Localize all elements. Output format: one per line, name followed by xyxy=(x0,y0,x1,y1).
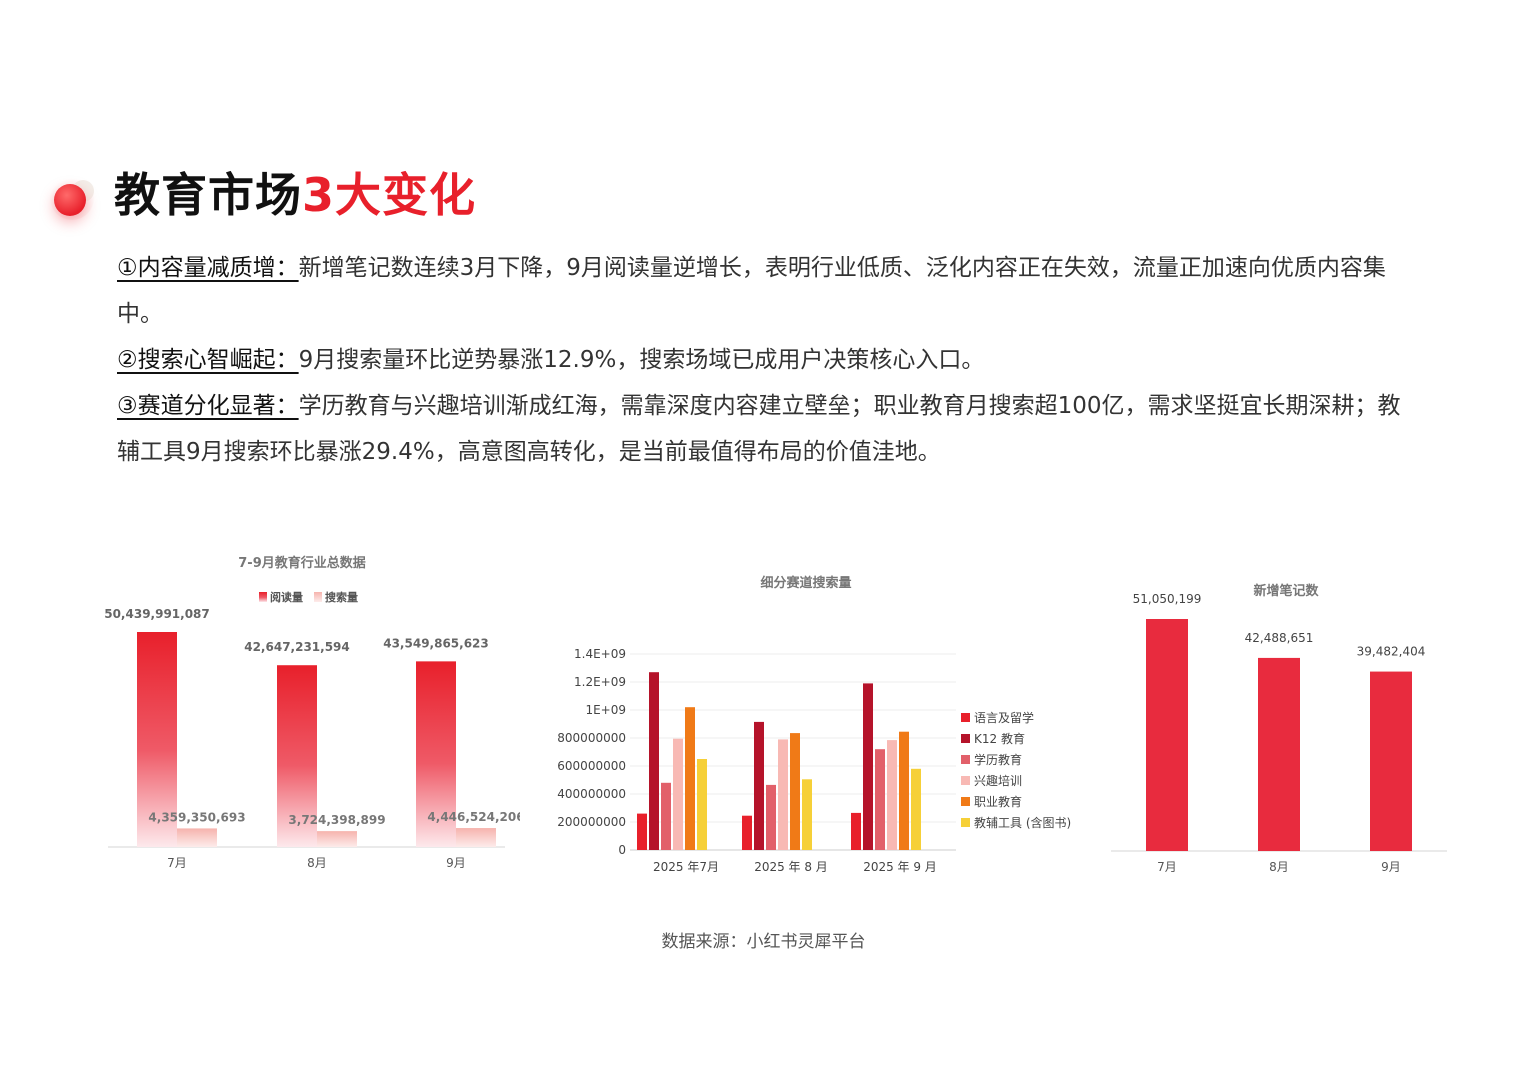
x-tick-label: 2025 年 8 月 xyxy=(754,860,828,874)
point-1: ①内容量减质增：新增笔记数连续3月下降，9月阅读量逆增长，表明行业低质、泛化内容… xyxy=(117,245,1417,337)
x-tick-label: 9月 xyxy=(1381,860,1401,874)
page-title-highlight: 3大变化 xyxy=(302,168,477,222)
bar-segment xyxy=(863,683,873,850)
bar-segment xyxy=(887,740,897,850)
bar-segment xyxy=(685,707,695,850)
data-label-search: 3,724,398,899 xyxy=(288,813,385,827)
data-label: 51,050,199 xyxy=(1133,592,1202,606)
point-1-text: 新增笔记数连续3月下降，9月阅读量逆增长，表明行业低质、泛化内容正在失效，流量正… xyxy=(117,255,1386,327)
summary-points: ①内容量减质增：新增笔记数连续3月下降，9月阅读量逆增长，表明行业低质、泛化内容… xyxy=(117,245,1417,475)
chart-segment-search: 细分赛道搜索量 0 200000000 400000000 600000000 80000… xyxy=(548,562,1093,887)
legend-swatch xyxy=(961,776,970,785)
chart-new-notes: 新增笔记数 51,050,199 7月 42,488,651 8月 39,482,404 9… xyxy=(1105,575,1455,885)
chart-total-data: 7-9月教育行业总数据阅读量 搜索量 50,439,991,087 4,359,350… xyxy=(100,545,524,885)
page-title-main: 教育市场 xyxy=(114,168,302,222)
point-3-text: 学历教育与兴趣培训渐成红海，需靠深度内容建立壁垒；职业教育月搜索超100亿，需求… xyxy=(117,393,1401,465)
legend-swatch xyxy=(961,734,970,743)
bar-search xyxy=(456,828,496,847)
x-tick-label: 2025 年 9 月 xyxy=(863,860,937,874)
data-label-search: 4,446,524,206 xyxy=(427,810,520,824)
data-label-read: 43,549,865,623 xyxy=(383,636,489,650)
bar-segment xyxy=(790,733,800,850)
x-tick-label: 2025 年7月 xyxy=(653,860,719,874)
bar-notes xyxy=(1370,671,1412,851)
bar-segment xyxy=(766,784,776,850)
legend-swatch xyxy=(961,713,970,722)
chart-segment-search-svg: 细分赛道搜索量 0 200000000 400000000 600000000 80000… xyxy=(557,575,1071,874)
legend-label: 职业教育 xyxy=(974,794,1022,809)
bar-segment xyxy=(637,813,647,850)
legend-swatch xyxy=(961,818,970,827)
y-tick-label: 1.4E+09 xyxy=(574,647,626,661)
bar-segment xyxy=(742,815,752,850)
y-tick-label: 600000000 xyxy=(557,759,626,773)
chart-new-notes-svg: 新增笔记数 51,050,199 7月 42,488,651 8月 39,482,404 9… xyxy=(1111,583,1447,874)
y-tick-label: 1E+09 xyxy=(585,703,626,717)
x-tick-label: 7月 xyxy=(1157,860,1177,874)
bar-segment xyxy=(899,731,909,850)
bar-segment xyxy=(649,672,659,850)
bar-search xyxy=(317,831,357,847)
data-label-read: 42,647,231,594 xyxy=(244,640,350,654)
bar-read xyxy=(416,661,456,847)
bar-search xyxy=(177,828,217,847)
legend-label: 兴趣培训 xyxy=(974,773,1022,788)
bar-segment xyxy=(875,749,885,850)
x-tick-label: 7月 xyxy=(167,856,187,870)
legend-label-read: 阅读量 xyxy=(270,590,303,604)
point-2-head: ②搜索心智崛起： xyxy=(117,347,299,373)
legend-label: K12 教育 xyxy=(974,731,1025,746)
data-label: 42,488,651 xyxy=(1245,631,1314,645)
x-tick-label: 8月 xyxy=(307,856,327,870)
point-1-head: ①内容量减质增： xyxy=(117,255,299,281)
y-tick-label: 200000000 xyxy=(557,815,626,829)
y-tick-label: 1.2E+09 xyxy=(574,675,626,689)
bar-notes xyxy=(1258,657,1300,851)
x-tick-label: 8月 xyxy=(1269,860,1289,874)
legend-swatch xyxy=(961,755,970,764)
bar-segment xyxy=(911,768,921,850)
y-tick-label: 400000000 xyxy=(557,787,626,801)
bar-segment xyxy=(778,739,788,850)
bar-read xyxy=(137,632,177,847)
data-source: 数据来源：小红书灵犀平台 xyxy=(661,932,866,952)
bar-segment xyxy=(673,738,683,850)
page-title: 教育市场3大变化 xyxy=(114,166,476,224)
legend-label: 语言及留学 xyxy=(974,710,1034,725)
y-tick-label: 800000000 xyxy=(557,731,626,745)
data-label: 39,482,404 xyxy=(1357,645,1426,659)
point-3: ③赛道分化显著：学历教育与兴趣培训渐成红海，需靠深度内容建立壁垒；职业教育月搜索… xyxy=(117,383,1417,475)
legend-swatch-search xyxy=(314,592,322,602)
chart-title: 细分赛道搜索量 xyxy=(760,575,851,591)
point-3-head: ③赛道分化显著： xyxy=(117,393,299,419)
legend-label-search: 搜索量 xyxy=(325,590,358,604)
bar-segment xyxy=(851,812,861,850)
bar-segment xyxy=(802,779,812,850)
point-2: ②搜索心智崛起：9月搜索量环比逆势暴涨12.9%，搜索场域已成用户决策核心入口。 xyxy=(117,337,1417,383)
legend-label: 学历教育 xyxy=(974,752,1022,767)
legend-swatch-read xyxy=(259,592,267,602)
x-tick-label: 9月 xyxy=(446,856,466,870)
bar-segment xyxy=(754,721,764,850)
bar-segment xyxy=(661,782,671,850)
chart-title: 7-9月教育行业总数据 xyxy=(238,555,366,571)
data-label-read: 50,439,991,087 xyxy=(104,607,210,621)
point-2-text: 9月搜索量环比逆势暴涨12.9%，搜索场域已成用户决策核心入口。 xyxy=(298,347,985,373)
bar-notes xyxy=(1146,619,1188,851)
bar-read xyxy=(277,665,317,847)
legend-swatch xyxy=(961,797,970,806)
chart-title: 新增笔记数 xyxy=(1253,583,1319,599)
bar-segment xyxy=(697,759,707,850)
data-label-search: 4,359,350,693 xyxy=(148,810,245,824)
y-tick-label: 0 xyxy=(618,843,626,857)
legend-label: 教辅工具 (含图书) xyxy=(974,815,1071,830)
title-dot xyxy=(54,184,86,216)
